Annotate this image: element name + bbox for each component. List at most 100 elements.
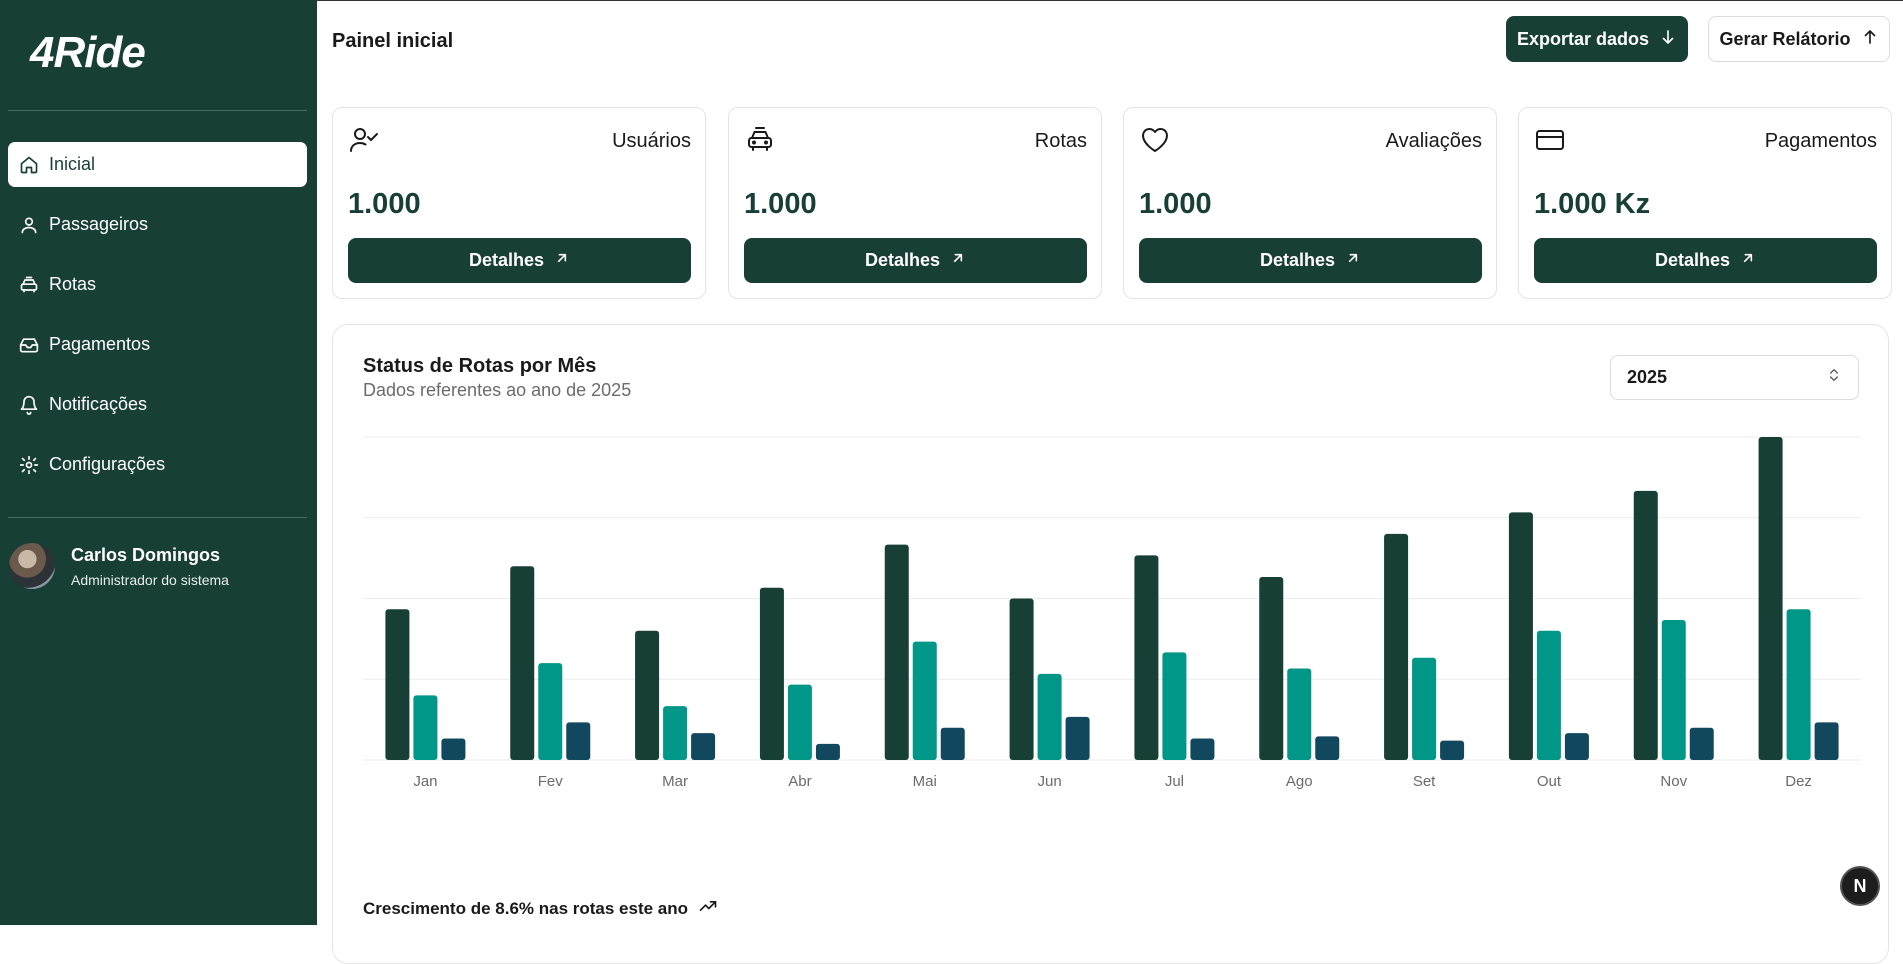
chart-footer-text: Crescimento de 8.6% nas rotas este ano xyxy=(363,898,689,918)
bar-abr-series-1[interactable] xyxy=(759,587,784,760)
sidebar-divider xyxy=(8,110,307,111)
user-icon xyxy=(19,215,39,235)
bar-fev-series-2[interactable] xyxy=(538,663,563,760)
export-data-button[interactable]: Exportar dados xyxy=(1506,16,1688,62)
bar-jan-series-3[interactable] xyxy=(441,738,466,760)
bar-out-series-2[interactable] xyxy=(1536,630,1561,760)
bar-jan-series-1[interactable] xyxy=(385,609,410,760)
details-label: Detalhes xyxy=(864,250,941,270)
avatar[interactable] xyxy=(9,543,55,589)
user-profile[interactable]: Carlos Domingos Administrador do sistema xyxy=(9,543,229,589)
sidebar-item-pagamentos[interactable]: Pagamentos xyxy=(8,322,307,367)
bell-icon xyxy=(19,395,39,415)
bar-nov-series-1[interactable] xyxy=(1633,490,1658,760)
card-value: 1.000 xyxy=(1139,188,1212,220)
bar-jun-series-2[interactable] xyxy=(1037,673,1062,760)
card-title: Pagamentos xyxy=(1764,130,1877,152)
sidebar-item-notificacoes[interactable]: Notificações xyxy=(8,382,307,427)
bar-dez-series-1[interactable] xyxy=(1758,437,1783,760)
inbox-icon xyxy=(19,335,39,355)
card-title: Avaliações xyxy=(1385,130,1482,152)
bar-out-series-1[interactable] xyxy=(1508,512,1533,760)
car-icon xyxy=(744,124,776,156)
credit-card-icon xyxy=(1534,124,1566,156)
bar-set-series-3[interactable] xyxy=(1440,740,1465,760)
main-content: Painel inicial Exportar dados Gerar Relá… xyxy=(317,0,1903,964)
generate-report-button[interactable]: Gerar Relátorio xyxy=(1708,16,1890,62)
sidebar-item-inicial[interactable]: Inicial xyxy=(8,142,307,187)
bar-jul-series-2[interactable] xyxy=(1162,652,1187,760)
user-name: Carlos Domingos xyxy=(71,544,221,565)
routes-bar-chart: Jan Fev Mar Abr Mai Jun Jul Ago Set Out Nov Dez xyxy=(363,436,1861,790)
bar-ago-series-1[interactable] xyxy=(1259,576,1284,760)
sidebar-item-rotas[interactable]: Rotas xyxy=(8,262,307,307)
card-title: Rotas xyxy=(1034,130,1087,152)
sidebar-item-passageiros[interactable]: Passageiros xyxy=(8,202,307,247)
bar-mar-series-2[interactable] xyxy=(663,706,688,760)
sidebar-item-label: Inicial xyxy=(49,154,96,174)
bar-set-series-1[interactable] xyxy=(1384,533,1409,760)
bar-jun-series-1[interactable] xyxy=(1009,598,1034,761)
stat-card-pagamentos: Pagamentos 1.000 Kz Detalhes xyxy=(1518,107,1892,299)
card-value: 1.000 xyxy=(348,188,421,220)
bar-jul-series-1[interactable] xyxy=(1134,555,1159,760)
bar-dez-series-3[interactable] xyxy=(1814,722,1839,760)
card-value: 1.000 xyxy=(744,188,817,220)
details-button[interactable]: Detalhes xyxy=(1139,238,1482,283)
bar-nov-series-3[interactable] xyxy=(1689,727,1714,760)
sidebar-item-configuracoes[interactable]: Configurações xyxy=(8,442,307,487)
page-title: Painel inicial xyxy=(332,30,454,52)
sidebar-divider xyxy=(8,517,307,518)
x-tick-label: Jan xyxy=(413,773,437,790)
bar-jun-series-3[interactable] xyxy=(1065,716,1090,760)
bar-jan-series-2[interactable] xyxy=(413,695,438,760)
bar-out-series-3[interactable] xyxy=(1564,733,1589,760)
sidebar: 4Ride Inicial Passageiros Rotas Pagament… xyxy=(0,0,317,925)
bar-nov-series-2[interactable] xyxy=(1661,620,1686,760)
bar-fev-series-3[interactable] xyxy=(566,722,591,760)
sidebar-item-label: Pagamentos xyxy=(49,334,151,354)
details-label: Detalhes xyxy=(1654,250,1731,270)
x-tick-label: Ago xyxy=(1286,773,1313,790)
details-label: Detalhes xyxy=(1259,250,1336,270)
bar-ago-series-3[interactable] xyxy=(1315,736,1340,760)
sidebar-item-label: Passageiros xyxy=(49,214,149,234)
chevron-up-down-icon xyxy=(1826,367,1842,388)
details-button[interactable]: Detalhes xyxy=(1534,238,1877,283)
generate-report-label: Gerar Relátorio xyxy=(1719,28,1851,49)
arrow-up-icon xyxy=(1861,28,1879,51)
details-button[interactable]: Detalhes xyxy=(348,238,691,283)
x-tick-label: Jun xyxy=(1037,773,1061,790)
arrow-up-right-icon xyxy=(1740,250,1756,271)
sidebar-nav: Inicial Passageiros Rotas Pagamentos Not… xyxy=(8,142,307,502)
next-dev-badge[interactable]: N xyxy=(1840,866,1880,906)
user-check-icon xyxy=(348,124,380,156)
bar-ago-series-2[interactable] xyxy=(1287,668,1312,760)
bar-abr-series-3[interactable] xyxy=(815,743,840,760)
bar-mai-series-1[interactable] xyxy=(884,544,909,760)
bar-abr-series-2[interactable] xyxy=(787,684,812,760)
sidebar-item-label: Notificações xyxy=(49,394,148,414)
year-select[interactable]: 2025 xyxy=(1610,355,1859,400)
bar-mar-series-1[interactable] xyxy=(635,630,660,760)
user-role: Administrador do sistema xyxy=(71,571,229,588)
trending-up-icon xyxy=(698,896,718,921)
sidebar-item-label: Configurações xyxy=(49,454,166,474)
bar-fev-series-1[interactable] xyxy=(510,566,535,760)
bar-mai-series-2[interactable] xyxy=(912,641,937,760)
app-logo[interactable]: 4Ride xyxy=(30,28,146,77)
x-tick-label: Mai xyxy=(913,773,937,790)
arrow-down-icon xyxy=(1659,28,1677,51)
details-button[interactable]: Detalhes xyxy=(744,238,1087,283)
home-icon xyxy=(19,155,39,175)
card-value: 1.000 Kz xyxy=(1534,188,1651,220)
arrow-up-right-icon xyxy=(554,250,570,271)
bar-mai-series-3[interactable] xyxy=(940,727,965,760)
heart-icon xyxy=(1139,124,1171,156)
bar-jul-series-3[interactable] xyxy=(1190,738,1215,760)
bar-mar-series-3[interactable] xyxy=(691,733,716,760)
car-icon xyxy=(19,275,39,295)
bar-set-series-2[interactable] xyxy=(1412,657,1437,760)
bar-dez-series-2[interactable] xyxy=(1786,609,1811,760)
routes-chart-card: Status de Rotas por Mês Dados referentes… xyxy=(332,324,1889,964)
